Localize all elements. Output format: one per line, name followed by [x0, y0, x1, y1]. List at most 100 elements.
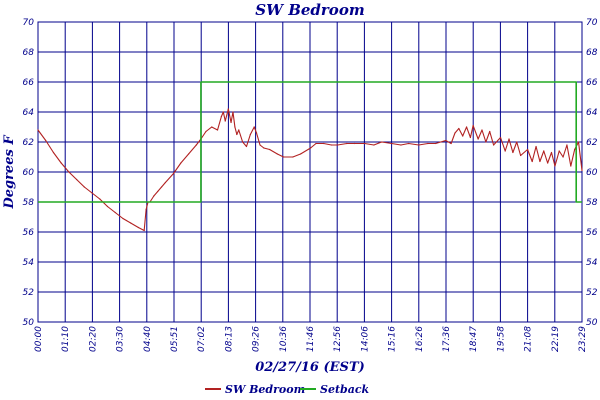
data-point	[577, 141, 580, 143]
data-point	[309, 147, 312, 149]
data-point	[315, 142, 317, 145]
x-tick-label: 15:16	[388, 326, 398, 352]
x-axis-label: 02/27/16 (EST)	[255, 360, 365, 375]
data-point	[535, 145, 537, 148]
data-point	[570, 165, 572, 167]
x-tick-label: 19:58	[496, 326, 506, 352]
data-point	[234, 126, 236, 128]
data-point	[60, 162, 62, 164]
series-setback	[38, 81, 582, 203]
data-point	[106, 205, 109, 208]
data-point	[232, 111, 234, 113]
x-tick-label: 05:51	[170, 326, 180, 352]
data-point	[230, 121, 232, 124]
y-tick-label-right: 66	[586, 78, 598, 88]
data-point	[145, 208, 147, 211]
data-point	[418, 144, 420, 146]
x-tick-label: 10:36	[279, 326, 289, 352]
data-point	[52, 151, 55, 154]
x-tick-label: 07:02	[197, 326, 207, 352]
data-point	[566, 144, 568, 146]
data-point	[195, 144, 197, 146]
data-point	[512, 151, 514, 154]
data-point	[242, 141, 244, 143]
data-point	[269, 148, 271, 151]
x-tick-label: 17:36	[442, 326, 452, 352]
y-axis-right-ticks: 50 52 54 56 58 60 62 64 66 68 70	[586, 18, 598, 328]
data-point	[504, 150, 506, 152]
data-point	[520, 154, 522, 157]
data-point	[323, 142, 325, 145]
legend-item: SW Bedroom	[205, 383, 305, 396]
y-tick-label-right: 50	[586, 318, 598, 328]
x-tick-label: 22:19	[551, 326, 561, 352]
data-point	[180, 162, 182, 164]
y-tick-label-right: 64	[586, 108, 598, 118]
x-tick-label: 00:00	[34, 326, 44, 352]
data-point	[236, 133, 238, 136]
data-point	[574, 148, 576, 151]
data-point	[543, 150, 545, 152]
y-tick-label-left: 60	[23, 168, 35, 178]
data-point	[187, 153, 190, 155]
legend-item: Setback	[300, 383, 370, 396]
data-point	[45, 139, 47, 142]
data-point	[76, 178, 78, 181]
data-point	[91, 192, 93, 194]
data-point	[562, 156, 564, 158]
data-point	[427, 142, 429, 145]
y-tick-label-right: 60	[586, 168, 598, 178]
data-point	[282, 156, 285, 158]
data-point	[253, 126, 255, 128]
x-tick-label: 01:10	[61, 326, 71, 352]
data-point	[211, 126, 213, 128]
x-tick-label: 21:08	[524, 326, 534, 352]
data-point	[458, 127, 460, 130]
x-tick-label: 18:47	[469, 326, 479, 352]
data-point	[153, 195, 155, 197]
data-point	[259, 144, 261, 146]
data-point	[255, 132, 258, 134]
data-point	[492, 144, 495, 146]
data-point	[222, 111, 224, 113]
y-tick-label-right: 54	[586, 258, 598, 268]
data-point	[499, 136, 502, 139]
data-point	[346, 142, 348, 145]
data-point	[216, 129, 219, 131]
y-tick-label-left: 54	[23, 258, 35, 268]
data-point	[37, 129, 39, 131]
data-point	[485, 141, 487, 143]
data-point	[249, 133, 251, 136]
data-point	[114, 211, 116, 214]
data-point	[400, 144, 402, 146]
data-point	[526, 148, 529, 151]
data-point	[472, 124, 474, 127]
y-tick-label-left: 56	[23, 228, 35, 238]
data-point	[558, 150, 560, 152]
data-point	[445, 139, 447, 142]
plot-grid	[37, 21, 583, 323]
data-point	[137, 226, 139, 229]
data-point	[122, 217, 124, 220]
x-tick-label: 04:40	[143, 326, 153, 352]
data-point	[68, 171, 70, 173]
plot-frame	[37, 21, 583, 323]
data-point	[263, 147, 265, 149]
chart-title: SW Bedroom	[255, 1, 364, 19]
data-point	[539, 160, 541, 163]
data-point	[238, 129, 240, 131]
data-point	[353, 142, 356, 145]
data-point	[292, 156, 294, 158]
data-point	[224, 120, 226, 122]
data-point	[172, 172, 175, 175]
data-point	[531, 160, 533, 163]
data-point	[550, 151, 553, 154]
data-point	[477, 138, 479, 140]
data-point	[554, 165, 556, 167]
y-tick-label-right: 70	[586, 18, 598, 28]
data-point	[489, 130, 491, 133]
data-point	[391, 142, 393, 145]
legend-label: Setback	[320, 383, 370, 396]
data-point	[516, 141, 518, 143]
